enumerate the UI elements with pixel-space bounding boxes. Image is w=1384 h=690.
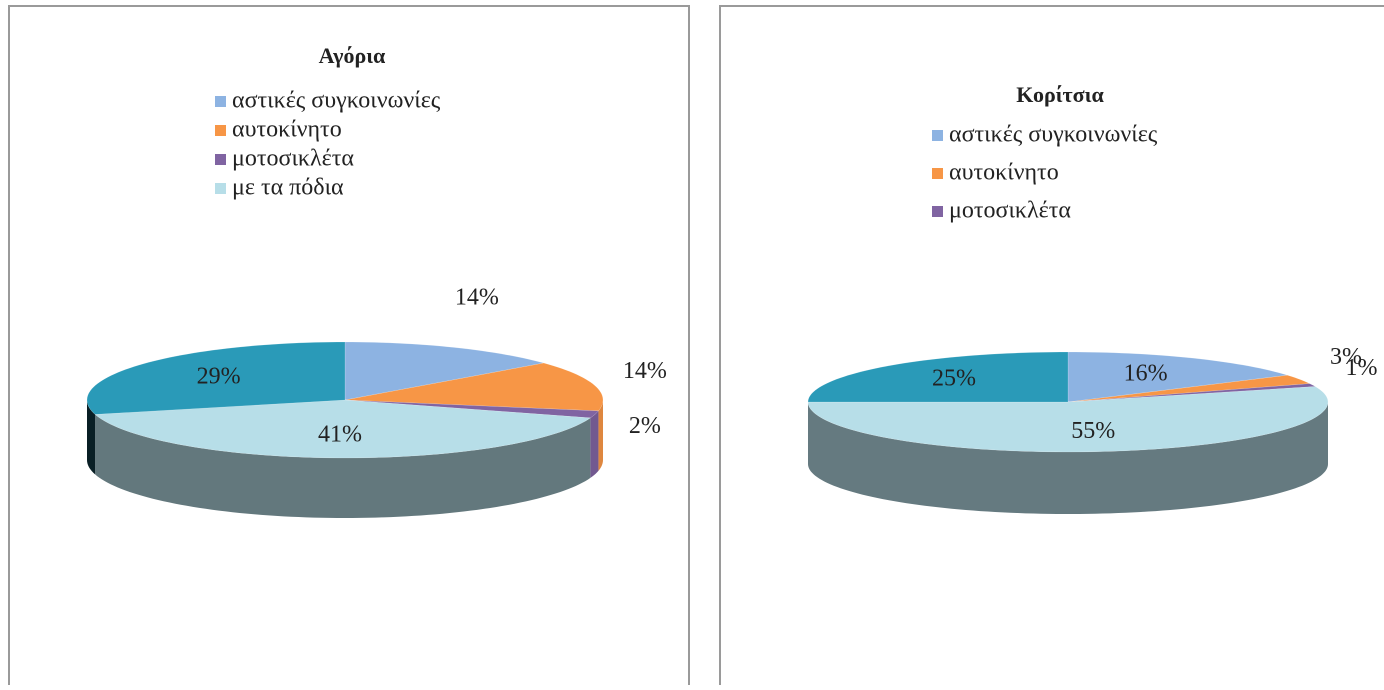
slice-side <box>598 400 603 471</box>
chart-title: Κορίτσια <box>1016 82 1104 107</box>
data-label: 3% <box>1330 344 1362 370</box>
legend-swatch <box>215 183 226 194</box>
legend-swatch <box>215 96 226 107</box>
pie-slice <box>1067 383 1317 403</box>
pie-slice <box>344 362 604 412</box>
legend-label: μοτοσικλέτα <box>949 198 1071 224</box>
slice-side <box>95 414 591 518</box>
data-label: 14% <box>455 285 499 311</box>
legend-swatch <box>215 154 226 165</box>
data-label: 1% <box>1346 355 1378 381</box>
pie-slice <box>1067 351 1288 403</box>
pie-slice <box>807 386 1329 453</box>
legend-label: αστικές συγκοινωνίες <box>232 88 441 114</box>
legend-swatch <box>932 168 943 179</box>
pie-slice <box>807 351 1069 403</box>
data-label: 41% <box>318 421 362 447</box>
data-label: 16% <box>1124 360 1168 386</box>
data-label: 14% <box>623 358 667 384</box>
data-label: 25% <box>932 366 976 392</box>
legend-swatch <box>932 206 943 217</box>
slice-side <box>87 400 96 475</box>
pie-slice <box>344 341 544 401</box>
slice-side <box>590 410 599 478</box>
legend-label: με τα πόδια <box>232 175 344 201</box>
legend-label: αυτοκίνητο <box>232 117 342 143</box>
legend-swatch <box>932 130 943 141</box>
data-label: 55% <box>1071 418 1115 444</box>
legend-swatch <box>215 125 226 136</box>
panel <box>719 5 1384 690</box>
chart-title: Αγόρια <box>319 43 386 68</box>
pie-slice <box>1067 374 1311 403</box>
legend-label: αστικές συγκοινωνίες <box>949 122 1158 148</box>
data-label: 2% <box>629 413 661 439</box>
legend-label: μοτοσικλέτα <box>232 146 354 172</box>
slice-side <box>808 402 1328 514</box>
data-label: 29% <box>197 363 241 389</box>
pie-slice <box>344 399 599 419</box>
legend-label: αυτοκίνητο <box>949 160 1059 186</box>
pie-slice <box>86 341 346 415</box>
pie-slice <box>94 399 592 459</box>
